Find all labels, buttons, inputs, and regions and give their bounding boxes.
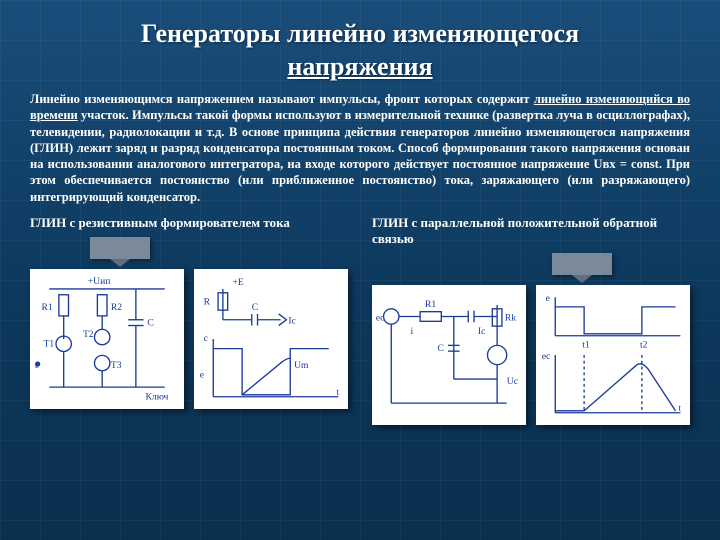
- svg-text:Um: Um: [294, 360, 309, 371]
- right-diagrams: ec R1 Rk: [372, 285, 690, 425]
- svg-text:e: e: [200, 369, 204, 380]
- svg-text:t: t: [678, 403, 681, 414]
- svg-text:t: t: [336, 387, 339, 398]
- svg-text:c: c: [204, 333, 208, 344]
- svg-text:C: C: [252, 302, 258, 313]
- svg-text:e: e: [546, 293, 550, 304]
- svg-text:C: C: [437, 343, 443, 354]
- svg-text:Rk: Rk: [505, 312, 516, 323]
- main-paragraph: Линейно изменяющимся напряжением называю…: [30, 91, 690, 205]
- arrow-icon: [552, 253, 612, 275]
- columns: ГЛИН с резистивным формирователем тока +…: [30, 215, 690, 425]
- page-title: Генераторы линейно изменяющегося напряже…: [30, 18, 690, 83]
- svg-text:R: R: [204, 296, 211, 307]
- left-circuit-diagram: +Uип R1 R2 C: [30, 269, 184, 409]
- svg-text:R1: R1: [425, 299, 436, 310]
- left-graph-diagram: +E R C Ic: [194, 269, 348, 409]
- left-column: ГЛИН с резистивным формирователем тока +…: [30, 215, 348, 425]
- right-col-title: ГЛИН с параллельной положительной обратн…: [372, 215, 690, 247]
- svg-text:+Uип: +Uип: [88, 276, 111, 287]
- svg-text:R1: R1: [42, 302, 53, 313]
- para-run-2: участок. Импульсы такой формы используют…: [30, 108, 690, 203]
- svg-text:T1: T1: [43, 338, 54, 349]
- svg-text:R2: R2: [111, 302, 122, 313]
- left-col-title: ГЛИН с резистивным формирователем тока: [30, 215, 348, 231]
- arrow-icon: [90, 237, 150, 259]
- title-line-1: Генераторы линейно изменяющегося: [141, 19, 579, 48]
- svg-text:+E: +E: [233, 277, 244, 288]
- para-run-1: Линейно изменяющимся напряжением называю…: [30, 92, 534, 106]
- svg-text:Ключ: Ключ: [146, 391, 169, 402]
- right-column: ГЛИН с параллельной положительной обратн…: [372, 215, 690, 425]
- svg-text:t2: t2: [640, 339, 648, 350]
- svg-text:ec: ec: [542, 351, 551, 362]
- svg-text:C: C: [147, 317, 153, 328]
- svg-text:Uc: Uc: [507, 376, 518, 387]
- svg-text:Ic: Ic: [478, 326, 485, 337]
- svg-text:ec: ec: [376, 312, 385, 323]
- svg-text:t1: t1: [582, 339, 590, 350]
- right-circuit-diagram: ec R1 Rk: [372, 285, 526, 425]
- title-line-2: напряжения: [287, 52, 432, 81]
- left-diagrams: +Uип R1 R2 C: [30, 269, 348, 409]
- svg-text:T3: T3: [111, 360, 122, 371]
- svg-text:i: i: [411, 326, 414, 337]
- svg-text:T2: T2: [83, 329, 94, 340]
- right-graph-diagram: e t1 t2 ec t: [536, 285, 690, 425]
- svg-text:Ic: Ic: [288, 315, 295, 326]
